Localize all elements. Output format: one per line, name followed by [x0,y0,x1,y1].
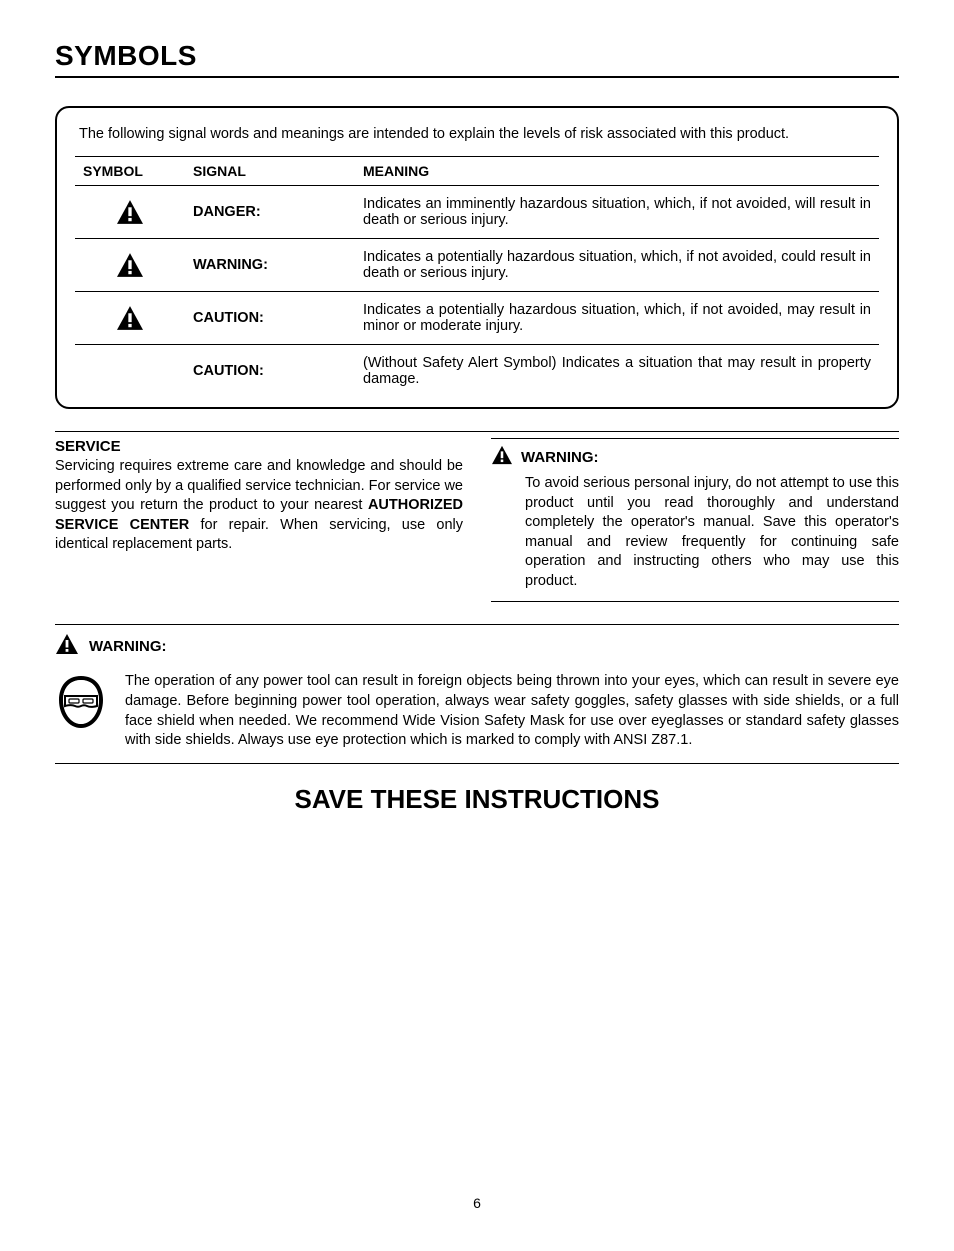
signal-table: SYMBOL SIGNAL MEANING DANGER:Indicates a… [75,156,879,397]
signal-cell-signal: CAUTION: [185,292,355,345]
signal-intro-text: The following signal words and meanings … [75,126,879,142]
signal-cell-symbol [75,239,185,292]
signal-words-box: The following signal words and meanings … [55,106,899,409]
warning-right-header: WARNING: [491,445,899,470]
page-number: 6 [55,1195,899,1211]
signal-cell-signal: DANGER: [185,186,355,239]
warning-full-body-row: The operation of any power tool can resu… [55,672,899,750]
warning-full-header: WARNING: [55,633,899,660]
warning-right-block: WARNING: To avoid serious personal injur… [491,438,899,602]
goggles-icon [55,674,107,735]
signal-cell-signal: CAUTION: [185,345,355,398]
two-column-section: SERVICE Servicing requires extreme care … [55,431,899,602]
warning-right-heading: WARNING: [521,449,599,466]
signal-cell-symbol [75,186,185,239]
save-instructions: SAVE THESE INSTRUCTIONS [55,784,899,815]
warning-full-section: WARNING: The operation of any power tool… [55,624,899,763]
page-title: SYMBOLS [55,40,899,78]
signal-cell-meaning: Indicates a potentially hazardous situat… [355,239,879,292]
warning-full-heading: WARNING: [89,638,167,655]
service-heading: SERVICE [55,438,463,455]
signal-cell-meaning: Indicates an imminently hazardous situat… [355,186,879,239]
signal-row: WARNING:Indicates a potentially hazardou… [75,239,879,292]
signal-cell-symbol [75,292,185,345]
signal-cell-meaning: Indicates a potentially hazardous situat… [355,292,879,345]
signal-cell-meaning: (Without Safety Alert Symbol) Indicates … [355,345,879,398]
service-body: Servicing requires extreme care and know… [55,457,463,555]
signal-row: DANGER:Indicates an imminently hazardous… [75,186,879,239]
signal-row: CAUTION:Indicates a potentially hazardou… [75,292,879,345]
warning-right-column: WARNING: To avoid serious personal injur… [491,438,899,602]
header-meaning: MEANING [355,157,879,186]
header-symbol: SYMBOL [75,157,185,186]
alert-icon [491,445,513,470]
signal-row: CAUTION:(Without Safety Alert Symbol) In… [75,345,879,398]
signal-cell-symbol [75,345,185,398]
signal-cell-signal: WARNING: [185,239,355,292]
service-column: SERVICE Servicing requires extreme care … [55,438,463,602]
header-signal: SIGNAL [185,157,355,186]
warning-full-body: The operation of any power tool can resu… [125,672,899,750]
alert-icon [55,633,79,660]
warning-right-body: To avoid serious personal injury, do not… [491,474,899,591]
